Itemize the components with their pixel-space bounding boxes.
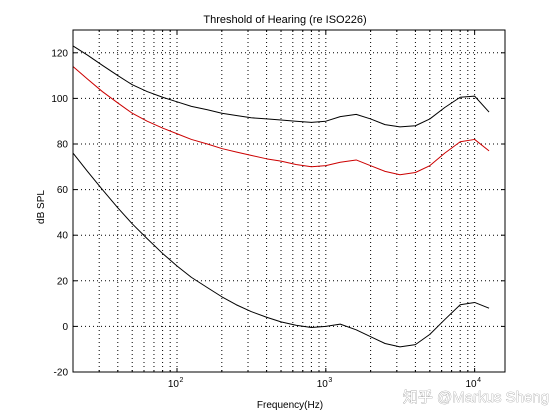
grid bbox=[72, 30, 505, 372]
x-tick-exponent: 2 bbox=[180, 377, 184, 384]
y-tick-label: 100 bbox=[51, 94, 68, 105]
chart-title: Threshold of Hearing (re ISO226) bbox=[203, 14, 366, 26]
x-tick-label: 10 4 bbox=[466, 377, 482, 390]
x-tick-base: 10 bbox=[317, 379, 329, 390]
y-axis-label: dB SPL bbox=[36, 190, 47, 224]
y-axis: -20 0 20 40 60 80 100 120 bbox=[51, 48, 505, 379]
y-tick-label: -20 bbox=[54, 368, 69, 379]
plot-frame bbox=[72, 29, 506, 373]
y-tick-label: 20 bbox=[57, 276, 69, 287]
x-tick-exponent: 3 bbox=[328, 377, 332, 384]
x-tick-base: 10 bbox=[466, 379, 478, 390]
x-axis: 10 2 10 3 10 4 bbox=[72, 30, 482, 390]
series-line-2 bbox=[72, 66, 490, 176]
y-tick-label: 80 bbox=[57, 140, 69, 151]
y-tick-label: 0 bbox=[62, 322, 68, 333]
series-line-1 bbox=[72, 45, 490, 128]
x-tick-label: 10 2 bbox=[168, 377, 184, 390]
series-layer bbox=[72, 45, 490, 348]
y-tick-label: 60 bbox=[57, 185, 69, 196]
watermark: 知乎 @Markus Sheng bbox=[403, 389, 549, 406]
series-line-3 bbox=[72, 152, 490, 348]
x-axis-label: Frequency(Hz) bbox=[257, 400, 323, 411]
x-tick-label: 10 3 bbox=[317, 377, 333, 390]
y-tick-label: 120 bbox=[51, 48, 68, 59]
x-tick-base: 10 bbox=[168, 379, 180, 390]
y-tick-label: 40 bbox=[57, 231, 69, 242]
x-tick-exponent: 4 bbox=[477, 377, 481, 384]
